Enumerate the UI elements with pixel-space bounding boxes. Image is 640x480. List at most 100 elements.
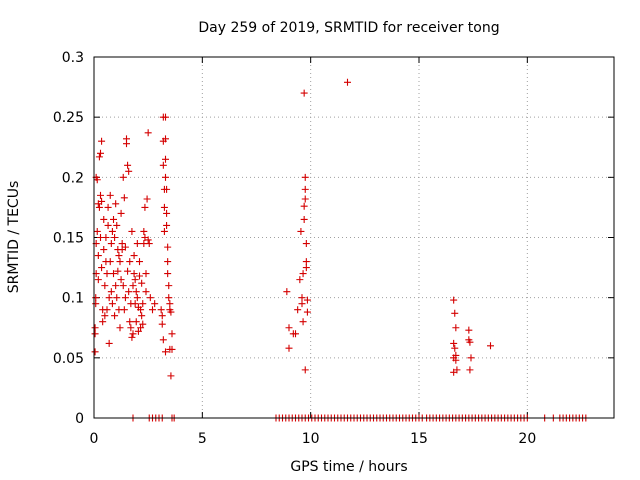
x-tick-label: 20 <box>518 431 536 447</box>
data-point <box>130 252 138 260</box>
data-point <box>168 345 176 353</box>
data-point <box>159 161 167 169</box>
data-point <box>146 294 154 302</box>
data-point <box>160 203 168 211</box>
data-point <box>112 282 120 290</box>
data-point <box>103 270 111 278</box>
data-point <box>465 326 473 334</box>
data-point <box>111 312 119 320</box>
data-point <box>123 140 130 148</box>
data-point <box>145 240 153 248</box>
data-point <box>285 344 293 352</box>
data-point <box>302 258 310 266</box>
data-point <box>167 308 175 316</box>
data-point <box>119 282 127 290</box>
data-point <box>105 294 113 302</box>
data-point <box>168 330 176 338</box>
data-point <box>299 318 307 326</box>
data-point <box>93 227 101 235</box>
data-point <box>298 300 306 308</box>
data-point <box>136 272 143 280</box>
data-point <box>300 215 308 223</box>
data-point <box>92 300 100 308</box>
data-point <box>95 153 103 161</box>
data-point <box>294 306 302 314</box>
x-tick-label: 5 <box>198 431 207 447</box>
y-tick-label: 0.25 <box>53 110 84 126</box>
data-point <box>302 264 310 272</box>
data-point <box>125 288 133 296</box>
data-point <box>92 294 100 302</box>
data-point <box>100 246 108 254</box>
data-point <box>451 309 459 317</box>
data-point <box>141 203 149 211</box>
data-point <box>165 294 173 302</box>
data-point <box>128 333 136 341</box>
data-point <box>297 227 305 235</box>
data-point <box>97 191 104 199</box>
data-point <box>118 240 126 248</box>
data-point <box>112 200 120 208</box>
data-point <box>94 252 102 260</box>
data-point <box>292 330 299 338</box>
data-point <box>144 236 152 244</box>
data-point <box>164 243 172 251</box>
data-point <box>107 288 115 296</box>
data-point <box>101 312 109 320</box>
data-point <box>115 252 123 260</box>
data-point <box>158 312 166 320</box>
data-point <box>133 294 141 302</box>
data-point <box>113 221 121 229</box>
data-point <box>283 288 291 296</box>
data-point <box>113 294 121 302</box>
data-point <box>126 258 134 266</box>
data-point <box>110 215 117 223</box>
data-point <box>127 324 135 332</box>
data-point <box>95 203 103 211</box>
data-point <box>157 306 165 314</box>
data-point <box>165 282 173 290</box>
data-point <box>162 348 169 356</box>
data-point <box>138 279 146 287</box>
data-point <box>98 137 106 145</box>
data-point <box>138 312 146 320</box>
data-point <box>131 300 139 308</box>
data-point <box>104 221 112 229</box>
data-point <box>302 240 310 248</box>
data-point <box>125 167 133 175</box>
data-point <box>120 194 128 202</box>
data-point <box>119 173 127 181</box>
data-point <box>108 300 116 308</box>
tick-labels: 0 5 10 15 20 0 0.05 0.1 0.15 0.2 0.25 0.3 <box>53 50 536 447</box>
data-point <box>103 306 111 314</box>
data-point <box>132 318 140 326</box>
data-point <box>142 288 150 296</box>
data-point <box>136 258 143 266</box>
data-point <box>487 342 494 350</box>
data-point <box>162 155 169 163</box>
data-point <box>134 327 142 335</box>
data-point <box>163 221 171 229</box>
data-point <box>467 354 475 362</box>
plot-frame <box>93 56 615 419</box>
data-point <box>124 161 132 169</box>
data-point <box>450 339 458 347</box>
grid-lines <box>94 57 614 418</box>
data-point <box>124 267 132 275</box>
y-tick-label: 0 <box>75 411 84 427</box>
data-point <box>450 368 458 376</box>
data-point <box>452 356 460 364</box>
data-point <box>142 270 150 278</box>
data-point <box>466 338 474 346</box>
data-point <box>126 318 134 326</box>
data-point <box>102 234 110 241</box>
data-point <box>114 267 122 275</box>
data-point <box>120 306 128 314</box>
data-point <box>162 113 169 121</box>
x-tick-label: 15 <box>410 431 428 447</box>
data-point <box>110 270 117 278</box>
data-point <box>116 324 124 332</box>
data-point <box>111 234 119 241</box>
data-point <box>97 149 104 157</box>
y-tick-label: 0.1 <box>62 291 84 307</box>
